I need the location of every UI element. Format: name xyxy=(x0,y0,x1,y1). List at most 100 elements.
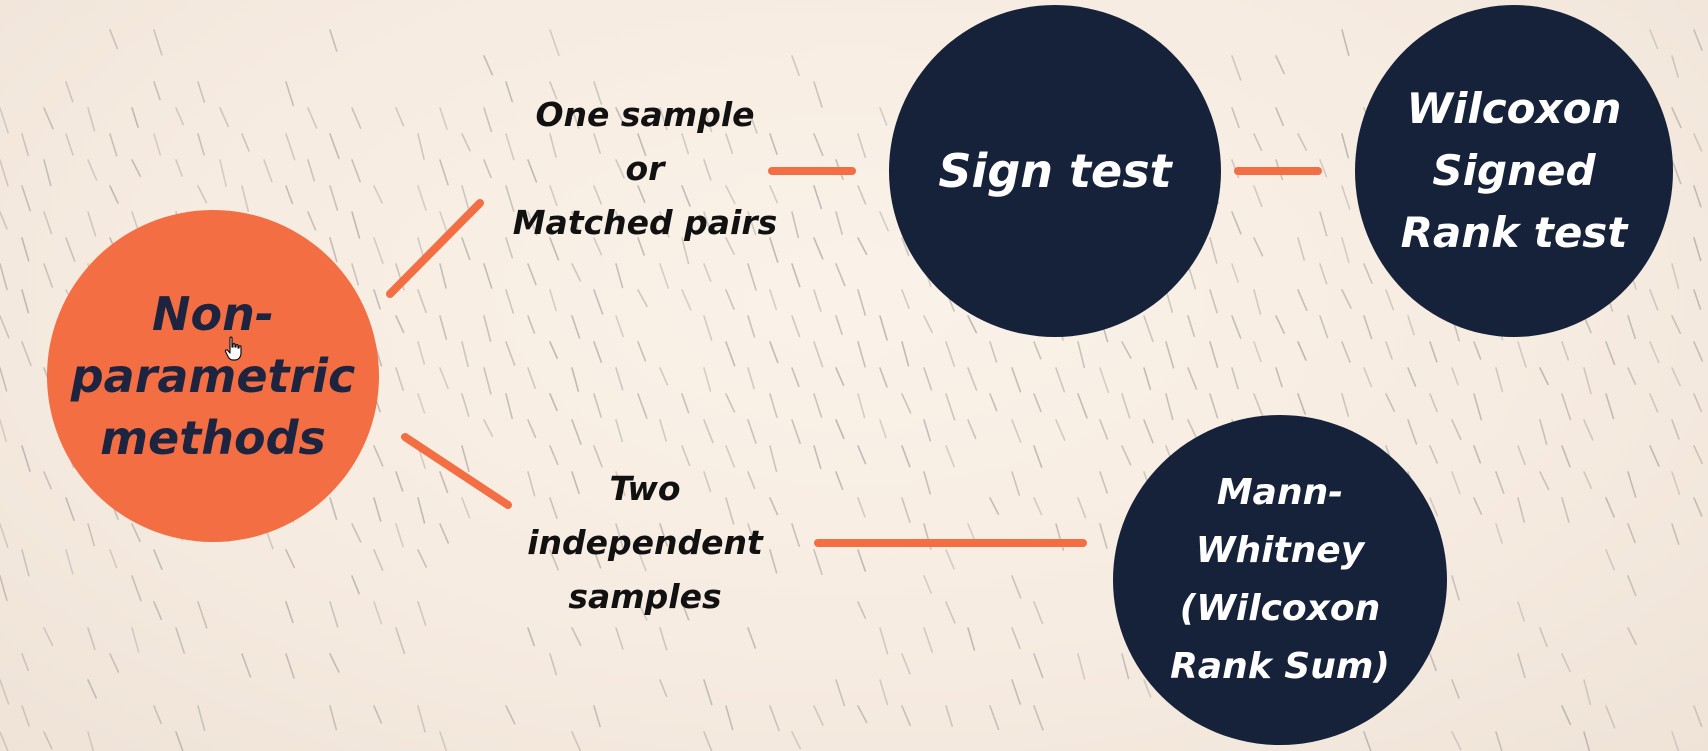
hatch-stroke xyxy=(1693,29,1703,51)
hatch-stroke xyxy=(901,497,911,523)
hatch-stroke xyxy=(1451,419,1462,441)
node-sign-test[interactable]: Sign test xyxy=(889,5,1221,337)
hatch-stroke xyxy=(615,159,625,179)
hatch-stroke xyxy=(241,133,250,152)
hatch-stroke xyxy=(593,341,603,363)
hatch-stroke xyxy=(43,731,53,750)
hatch-stroke xyxy=(285,81,295,107)
hatch-stroke xyxy=(417,601,427,626)
hatch-stroke xyxy=(1627,367,1637,385)
hatch-stroke xyxy=(527,211,538,237)
root-node-nonparametric[interactable]: Non- parametric methods xyxy=(47,210,379,542)
hatch-stroke xyxy=(285,549,296,569)
hatch-stroke xyxy=(21,705,30,727)
hatch-stroke xyxy=(1517,497,1525,523)
hatch-stroke xyxy=(351,575,360,595)
hatch-stroke xyxy=(1385,393,1396,412)
hatch-stroke xyxy=(879,627,889,655)
hatch-stroke xyxy=(747,627,757,649)
hatch-stroke xyxy=(703,731,713,751)
hatch-stroke xyxy=(1341,185,1351,210)
hatch-stroke xyxy=(901,445,911,468)
hatch-stroke xyxy=(43,471,52,490)
node-mann-whitney[interactable]: Mann- Whitney (Wilcoxon Rank Sum) xyxy=(1113,415,1447,745)
hatch-stroke xyxy=(945,445,955,468)
hatch-stroke xyxy=(307,159,316,182)
hatch-stroke xyxy=(1099,523,1108,549)
hatch-stroke xyxy=(285,185,294,205)
hatch-stroke xyxy=(1121,341,1132,359)
hatch-stroke xyxy=(109,653,120,673)
hatch-stroke xyxy=(1341,133,1350,159)
hatch-stroke xyxy=(549,549,559,571)
hatch-stroke xyxy=(791,419,801,445)
hatch-stroke xyxy=(1429,653,1437,672)
hatch-stroke xyxy=(857,549,867,572)
hatch-stroke xyxy=(791,263,801,288)
hatch-stroke xyxy=(461,237,471,261)
hatch-stroke xyxy=(967,627,976,651)
hatch-stroke xyxy=(395,367,404,391)
hatch-stroke xyxy=(43,159,52,187)
hatch-stroke xyxy=(87,627,96,651)
hatch-stroke xyxy=(769,445,778,472)
hatch-stroke xyxy=(769,341,779,364)
hatch-stroke xyxy=(43,211,53,235)
hatch-stroke xyxy=(1341,393,1350,417)
hatch-stroke xyxy=(1077,653,1086,680)
hatch-stroke xyxy=(1099,471,1109,494)
hatch-stroke xyxy=(1451,471,1461,495)
hatch-stroke xyxy=(967,523,976,542)
hatch-stroke xyxy=(747,263,757,291)
hatch-stroke xyxy=(0,679,10,705)
hatch-stroke xyxy=(593,549,602,569)
hatch-stroke xyxy=(1561,497,1570,523)
hatch-stroke xyxy=(659,107,668,131)
hatch-stroke xyxy=(1693,393,1703,413)
hatch-stroke xyxy=(505,705,516,725)
hatch-stroke xyxy=(329,133,340,160)
hatch-stroke xyxy=(109,133,118,157)
hatch-stroke xyxy=(835,263,846,287)
hatch-stroke xyxy=(879,419,887,439)
hatch-stroke xyxy=(505,133,515,161)
hatch-stroke xyxy=(549,497,558,519)
hatch-stroke xyxy=(1649,289,1659,311)
hatch-stroke xyxy=(21,341,32,367)
hatch-stroke xyxy=(615,627,624,650)
hatch-stroke xyxy=(351,159,361,183)
hatch-stroke xyxy=(769,185,779,204)
hatch-stroke xyxy=(747,419,757,444)
hatch-stroke xyxy=(725,445,736,468)
hatch-stroke xyxy=(593,81,603,105)
hatch-stroke xyxy=(175,731,184,751)
hatch-stroke xyxy=(615,419,624,443)
hatch-stroke xyxy=(901,393,912,414)
hatch-stroke xyxy=(1429,341,1438,363)
hatch-stroke xyxy=(593,133,601,155)
hatch-stroke xyxy=(65,549,74,575)
hatch-stroke xyxy=(1671,367,1681,387)
hatch-stroke xyxy=(791,315,801,338)
hatch-stroke xyxy=(615,523,624,549)
hatch-stroke xyxy=(1077,341,1086,369)
hatch-stroke xyxy=(241,185,250,212)
hatch-stroke xyxy=(1627,627,1637,646)
hatch-stroke xyxy=(505,393,513,420)
hatch-stroke xyxy=(769,393,778,419)
hatch-stroke xyxy=(681,185,691,207)
hatch-stroke xyxy=(681,601,690,621)
hatch-stroke xyxy=(879,367,888,388)
hatch-stroke xyxy=(857,601,867,619)
hatch-stroke xyxy=(703,107,713,133)
hatch-stroke xyxy=(417,133,425,160)
hatch-stroke xyxy=(1671,419,1680,440)
hatch-stroke xyxy=(659,419,667,442)
hatch-stroke xyxy=(549,237,560,261)
hatch-stroke xyxy=(989,497,1000,515)
node-wilcoxon-signed-rank[interactable]: Wilcoxon Signed Rank test xyxy=(1355,5,1673,337)
hatch-stroke xyxy=(1253,237,1264,257)
hatch-stroke xyxy=(615,211,624,233)
hatch-stroke xyxy=(21,185,31,212)
